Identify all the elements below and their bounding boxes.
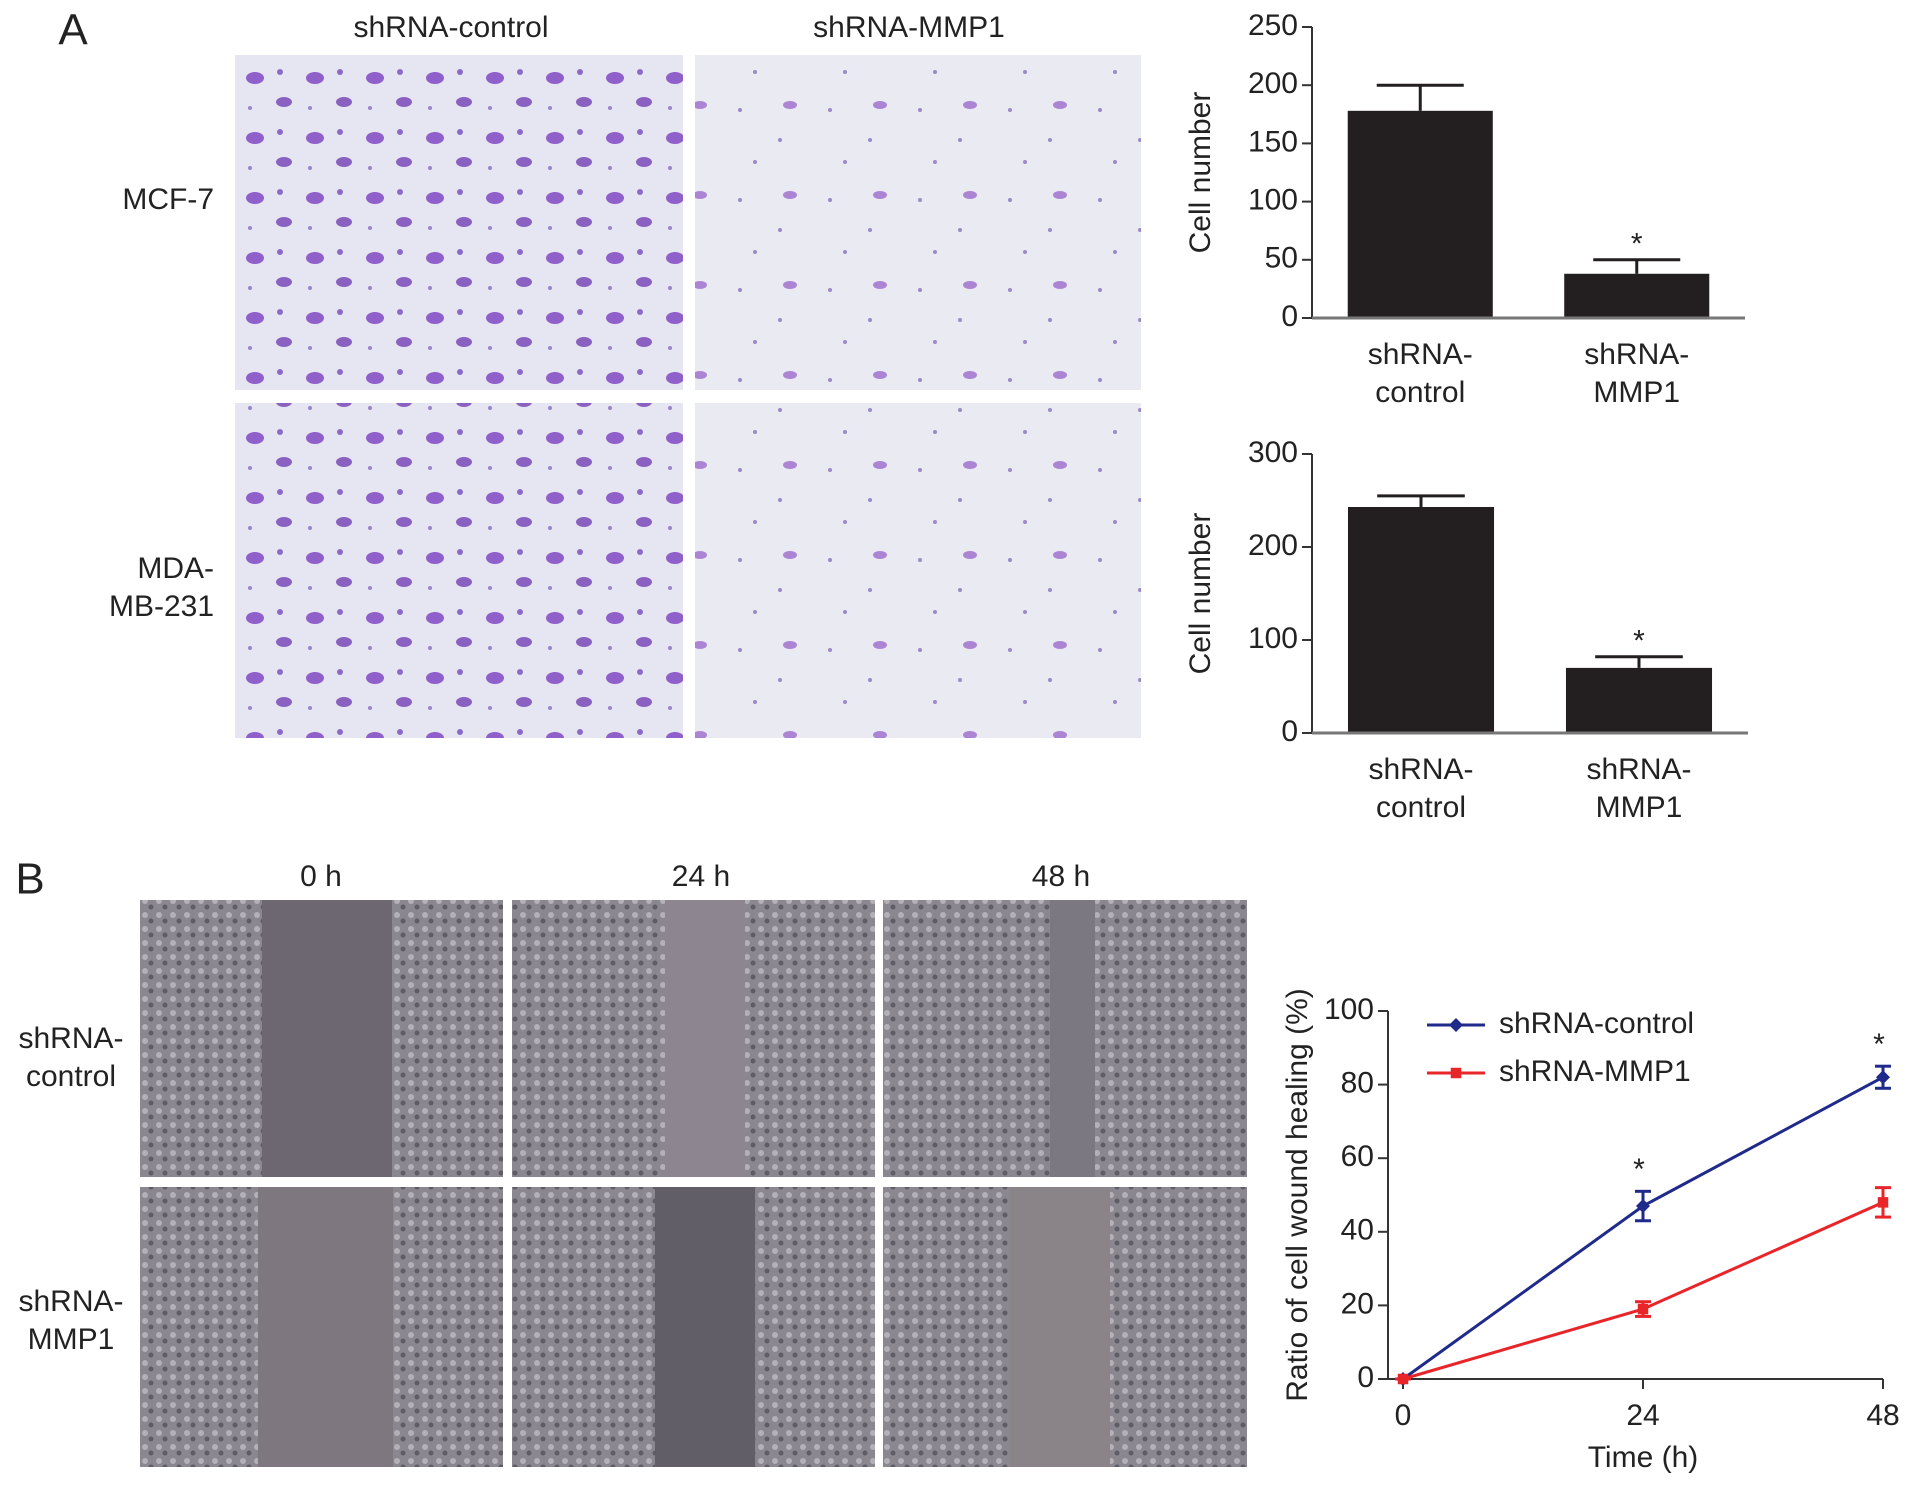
photos [140, 55, 1247, 1467]
bar [1565, 667, 1713, 733]
bar [1347, 507, 1495, 733]
significance: * [1633, 1153, 1645, 1186]
photo [695, 55, 1141, 390]
x-tick-label: 24 [1626, 1399, 1659, 1432]
significance: * [1633, 625, 1645, 658]
significance: * [1631, 228, 1643, 261]
row-label: MCF-7 [122, 183, 214, 216]
column-label: shRNA-control [353, 11, 548, 44]
wound [665, 900, 745, 1177]
wound [258, 1187, 393, 1467]
y-tick-label: 150 [1248, 125, 1298, 158]
point [1637, 1303, 1649, 1315]
y-tick-label: 40 [1341, 1214, 1374, 1247]
wound [1010, 1187, 1110, 1467]
y-axis-label: Cell number [1184, 513, 1217, 675]
point [1876, 1070, 1890, 1085]
x-tick-label: shRNA-MMP1 [1586, 753, 1691, 824]
point [1877, 1197, 1889, 1208]
photo [695, 403, 1141, 738]
photo [235, 403, 683, 738]
bar [1347, 110, 1493, 318]
photo [235, 55, 683, 390]
x-tick-label: shRNA-MMP1 [1584, 338, 1689, 409]
y-tick-label: 20 [1341, 1287, 1374, 1320]
legend-marker [1450, 1067, 1462, 1079]
y-tick-label: 50 [1265, 242, 1298, 275]
panel-label: B [15, 855, 44, 904]
y-tick-label: 100 [1324, 993, 1374, 1026]
column-label: 24 h [672, 860, 730, 893]
x-tick-label: 0 [1395, 1399, 1412, 1432]
point [1636, 1199, 1650, 1214]
y-axis-label: Ratio of cell wound healing (%) [1281, 988, 1314, 1402]
legend-label: shRNA-MMP1 [1499, 1055, 1691, 1088]
y-tick-label: 0 [1357, 1361, 1374, 1394]
line [1402, 1200, 1884, 1381]
x-axis-label: Time (h) [1588, 1441, 1699, 1474]
column-label: 0 h [300, 860, 342, 893]
x-tick-label: shRNA-control [1368, 753, 1473, 824]
y-tick-label: 200 [1248, 67, 1298, 100]
point [1397, 1373, 1409, 1385]
y-axis-label: Cell number [1184, 92, 1217, 254]
wound [1050, 900, 1095, 1177]
y-tick-label: 0 [1281, 300, 1298, 333]
y-tick-label: 100 [1248, 622, 1298, 655]
column-label: 48 h [1032, 860, 1090, 893]
x-tick-label: 48 [1866, 1399, 1899, 1432]
wound [262, 900, 392, 1177]
row-label: shRNA-control [18, 1022, 123, 1093]
wound [655, 1187, 755, 1467]
y-tick-label: 60 [1341, 1140, 1374, 1173]
column-label: shRNA-MMP1 [813, 11, 1005, 44]
y-tick-label: 0 [1281, 715, 1298, 748]
y-tick-label: 80 [1341, 1067, 1374, 1100]
row-label: shRNA-MMP1 [18, 1285, 123, 1356]
y-tick-label: 250 [1248, 9, 1298, 42]
legend-marker [1449, 1018, 1463, 1032]
bar [1564, 273, 1710, 318]
row-label: MDA-MB-231 [109, 552, 214, 623]
y-tick-label: 300 [1248, 436, 1298, 469]
y-tick-label: 200 [1248, 529, 1298, 562]
panel-label: A [58, 6, 88, 55]
significance: * [1873, 1028, 1885, 1061]
legend-label: shRNA-control [1499, 1007, 1694, 1040]
line [1402, 1075, 1884, 1381]
y-tick-label: 100 [1248, 184, 1298, 217]
x-tick-label: shRNA-control [1368, 338, 1473, 409]
